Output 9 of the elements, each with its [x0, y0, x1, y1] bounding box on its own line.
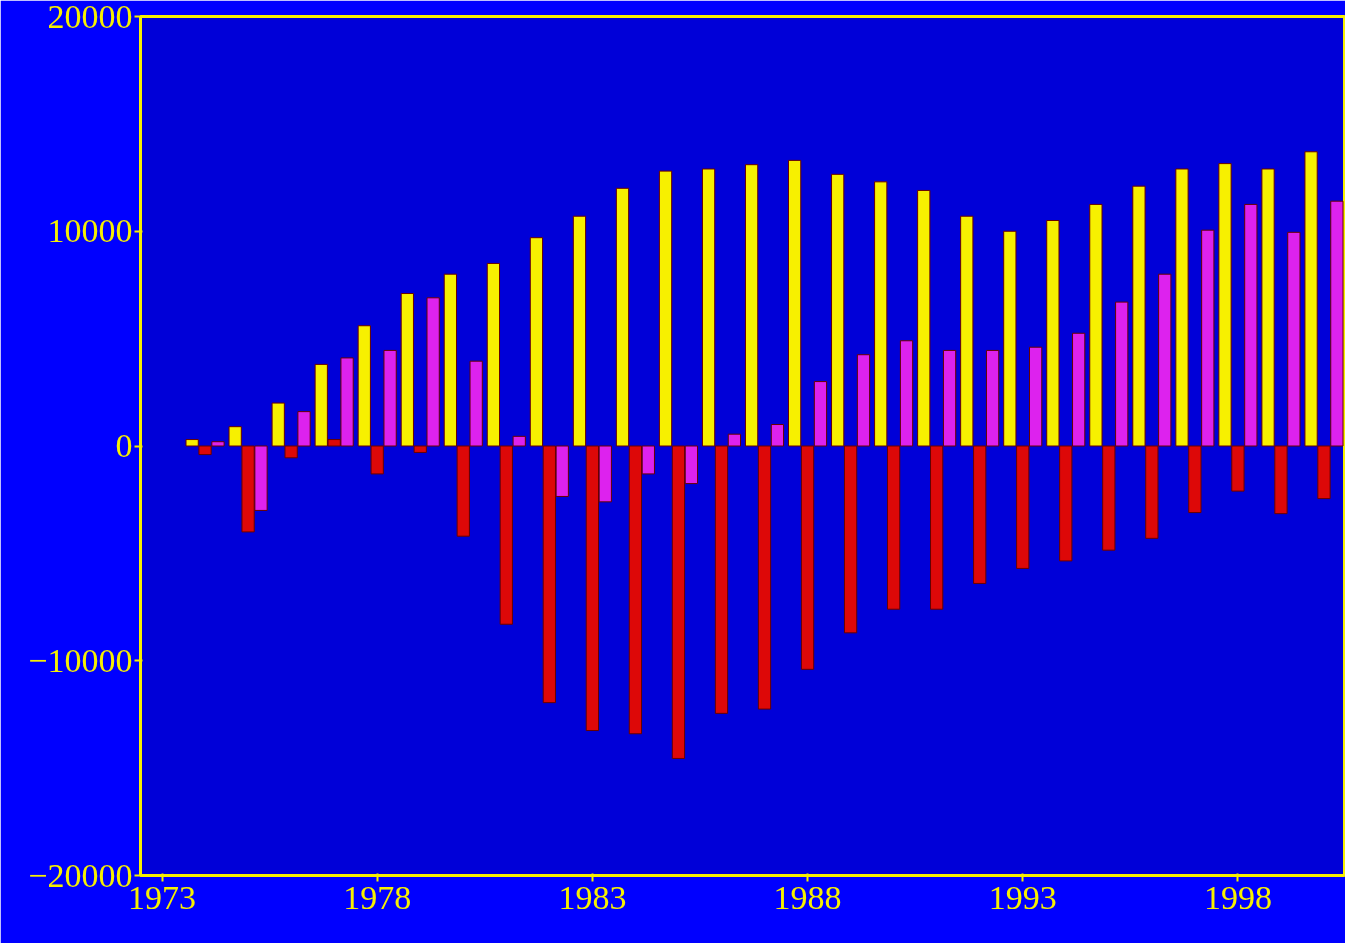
y-tick-label: 20000: [47, 0, 133, 35]
y-tick-label: 10000: [47, 212, 133, 250]
x-tick-label: 1998: [1203, 878, 1272, 916]
y-tick-label: 0: [115, 427, 133, 464]
x-tick-label: 1988: [773, 878, 842, 916]
x-tick-label: 1993: [988, 878, 1057, 916]
x-tick-label: 1978: [343, 878, 412, 916]
x-tick-label: 1983: [558, 878, 627, 916]
y-tick-label: −10000: [28, 641, 133, 679]
